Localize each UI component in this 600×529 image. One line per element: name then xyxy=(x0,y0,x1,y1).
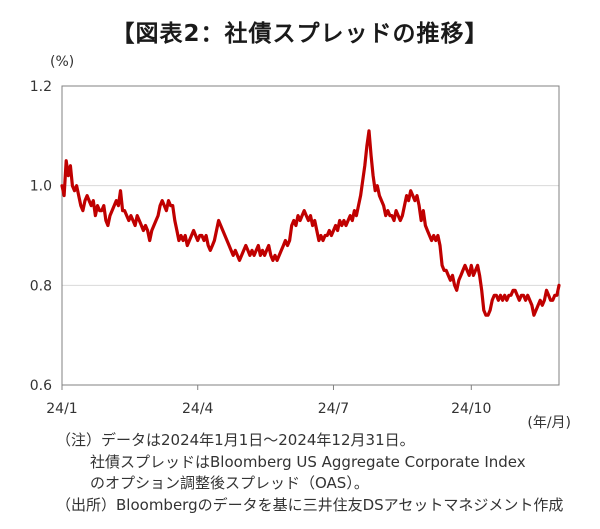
source-note: （出所）Bloombergのデータを基に三井住友DSアセットマネジメント作成 xyxy=(56,496,564,514)
x-tick-label: 24/4 xyxy=(182,401,214,417)
x-tick-label: 24/7 xyxy=(318,401,349,417)
chart-title: 【図表2：社債スプレッドの推移】 xyxy=(111,21,489,47)
y-tick-label: 0.8 xyxy=(30,278,52,294)
y-axis-unit: (%) xyxy=(50,54,74,70)
note-line-1: （注）データは2024年1月1日～2024年12月31日。 xyxy=(56,431,415,449)
y-tick-label: 1.2 xyxy=(30,79,52,95)
series-line-oas xyxy=(60,129,561,317)
y-tick-label: 1.0 xyxy=(30,179,52,195)
note-line-3: のオプション調整後スプレッド（OAS）。 xyxy=(90,474,369,492)
plot-area-border xyxy=(61,85,560,386)
note-line-2: 社債スプレッドはBloomberg US Aggregate Corporate… xyxy=(90,453,526,471)
x-axis-unit: (年/月) xyxy=(527,415,571,431)
x-tick-label: 24/1 xyxy=(46,401,77,417)
x-tick-label: 24/10 xyxy=(451,401,491,417)
y-tick-label: 0.6 xyxy=(30,378,52,394)
